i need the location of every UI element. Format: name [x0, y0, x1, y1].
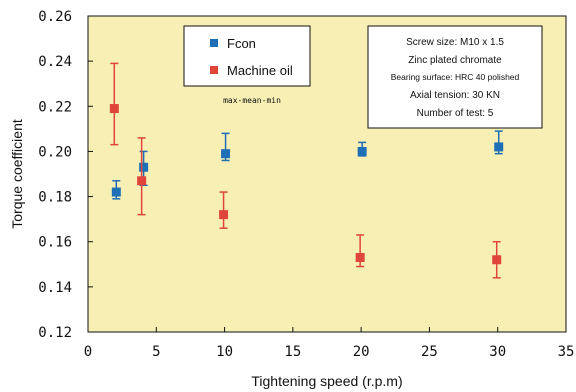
legend-label-fcon: Fcon	[227, 36, 256, 51]
y-tick-label: 0.20	[38, 144, 72, 160]
data-point	[355, 253, 365, 263]
x-tick-label: 0	[84, 344, 92, 360]
axis-ticks: 0 5 10 15 20 25 30 35 0.12 0.14 0.16 0.18 0.20 0.22 0.…	[38, 9, 574, 360]
error-bar-note: max-mean-min	[223, 96, 281, 105]
y-tick-label: 0.18	[38, 190, 72, 206]
data-point	[221, 149, 231, 159]
x-tick-label: 25	[421, 344, 438, 360]
x-tick-label: 10	[216, 344, 233, 360]
y-axis-label: Torque coefficient	[9, 119, 25, 229]
y-tick-label: 0.26	[38, 9, 72, 25]
legend-marker-fcon	[210, 39, 218, 47]
data-point	[357, 146, 367, 156]
data-point	[111, 187, 121, 197]
x-tick-label: 30	[489, 344, 506, 360]
y-tick-label: 0.24	[38, 54, 72, 70]
test-conditions-box	[367, 25, 543, 129]
data-marks	[109, 62, 504, 279]
data-point	[109, 104, 119, 114]
data-point	[219, 210, 229, 220]
legend-label-machine-oil: Machine oil	[227, 63, 293, 78]
legend: Fcon Machine oil	[183, 25, 311, 87]
y-tick-label: 0.22	[38, 99, 72, 115]
legend-box	[183, 25, 311, 87]
x-tick-label: 5	[152, 344, 160, 360]
x-tick-label: 20	[353, 344, 370, 360]
condition-axial-tension: Axial tension: 30 KN	[410, 90, 500, 101]
data-point	[137, 176, 147, 186]
legend-marker-machine-oil	[210, 66, 218, 74]
data-point	[139, 162, 149, 172]
condition-plating: Zinc plated chromate	[408, 55, 502, 66]
condition-number-of-tests: Number of test: 5	[417, 108, 494, 119]
x-axis-label: Tightening speed (r.p.m)	[251, 373, 402, 389]
data-point	[494, 142, 504, 152]
test-conditions: Screw size: M10 x 1.5 Zinc plated chroma…	[367, 25, 543, 129]
x-tick-label: 35	[558, 344, 575, 360]
y-tick-label: 0.14	[38, 280, 72, 296]
y-tick-label: 0.16	[38, 235, 72, 251]
condition-screw-size: Screw size: M10 x 1.5	[406, 37, 504, 48]
condition-bearing-surface: Bearing surface: HRC 40 polished	[391, 72, 520, 82]
data-point	[492, 255, 502, 265]
x-tick-label: 15	[284, 344, 301, 360]
y-tick-label: 0.12	[38, 325, 72, 341]
